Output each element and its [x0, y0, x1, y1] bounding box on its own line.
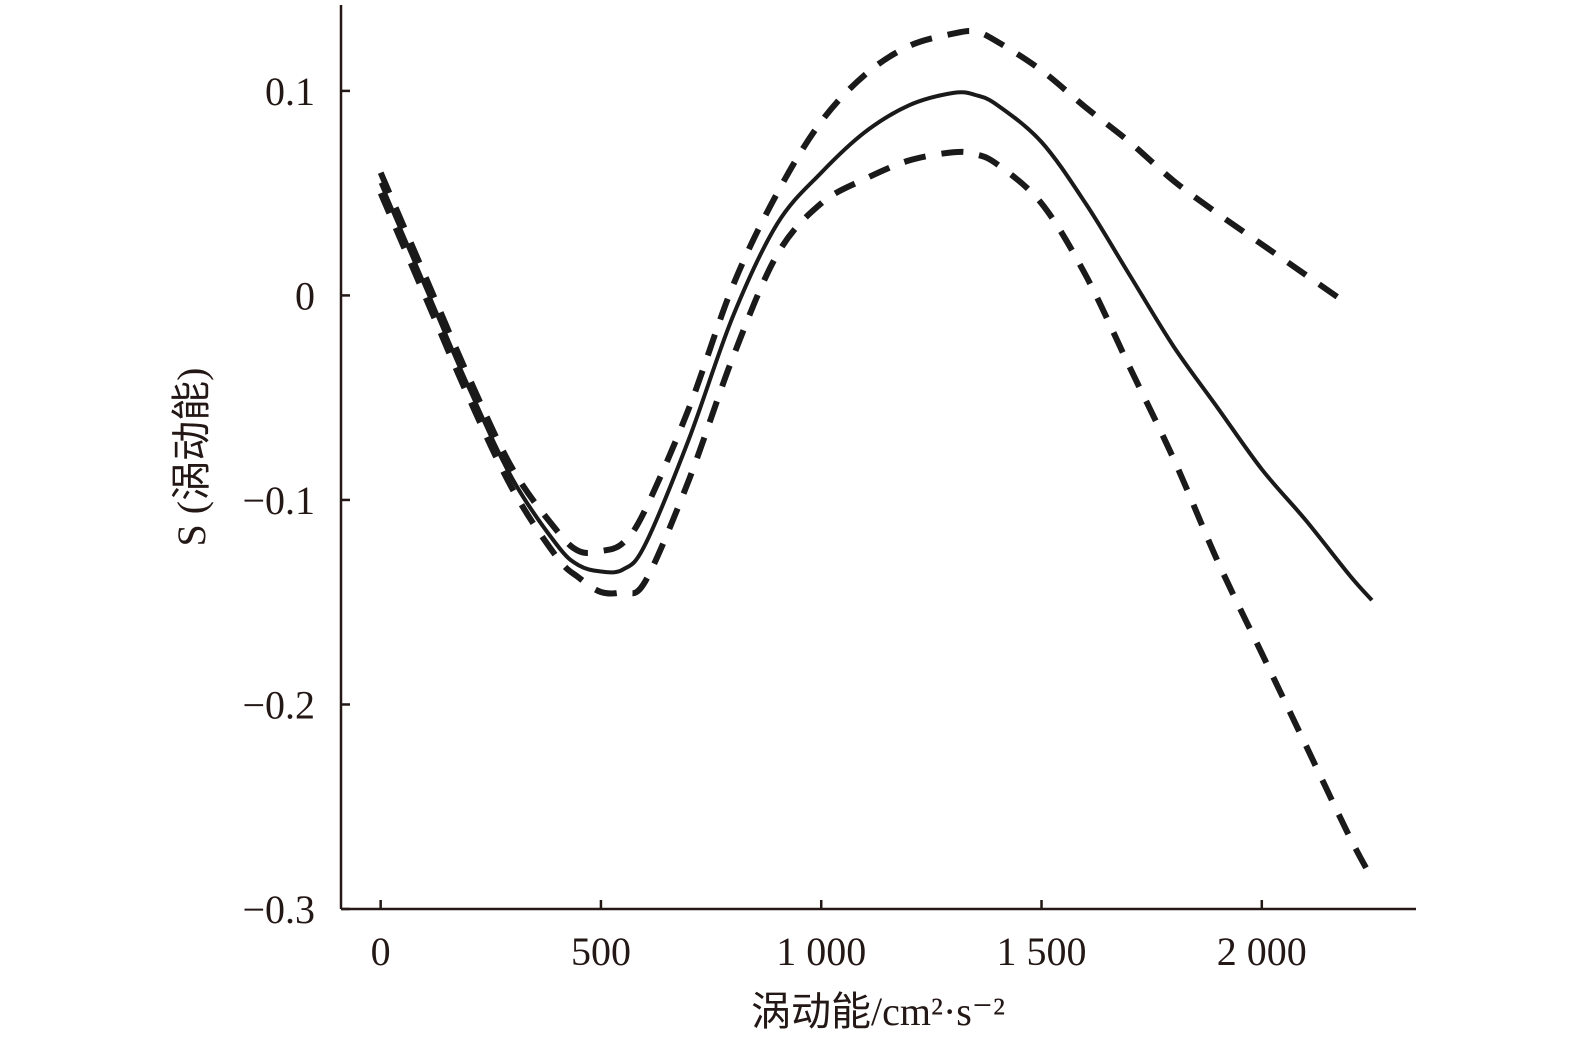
x-tick-label: 1 500 [997, 929, 1087, 974]
y-axis-title: S (涡动能) [169, 368, 214, 547]
series-line-solid [378, 90, 1374, 602]
series-group [377, 27, 1375, 880]
y-tick-label: −0.1 [242, 478, 315, 523]
y-tick-label: 0 [295, 273, 315, 318]
series-line-dashed-2 [377, 148, 1375, 880]
x-tick-label: 500 [571, 929, 631, 974]
x-tick-label: 0 [371, 929, 391, 974]
x-tick-label: 1 000 [776, 929, 866, 974]
x-axis-title: 涡动能/cm²·s⁻² [751, 989, 1005, 1034]
y-tick-label: −0.2 [242, 682, 315, 727]
x-ticks: 0 500 1 000 1 500 2 000 [371, 900, 1307, 974]
y-ticks: 0.1 0 −0.1 −0.2 −0.3 [242, 69, 350, 932]
y-tick-label: −0.3 [242, 887, 315, 932]
y-tick-label: 0.1 [265, 69, 315, 114]
series-line-dashed-1 [377, 27, 1352, 556]
x-tick-label: 2 000 [1217, 929, 1307, 974]
axes [339, 5, 1416, 911]
